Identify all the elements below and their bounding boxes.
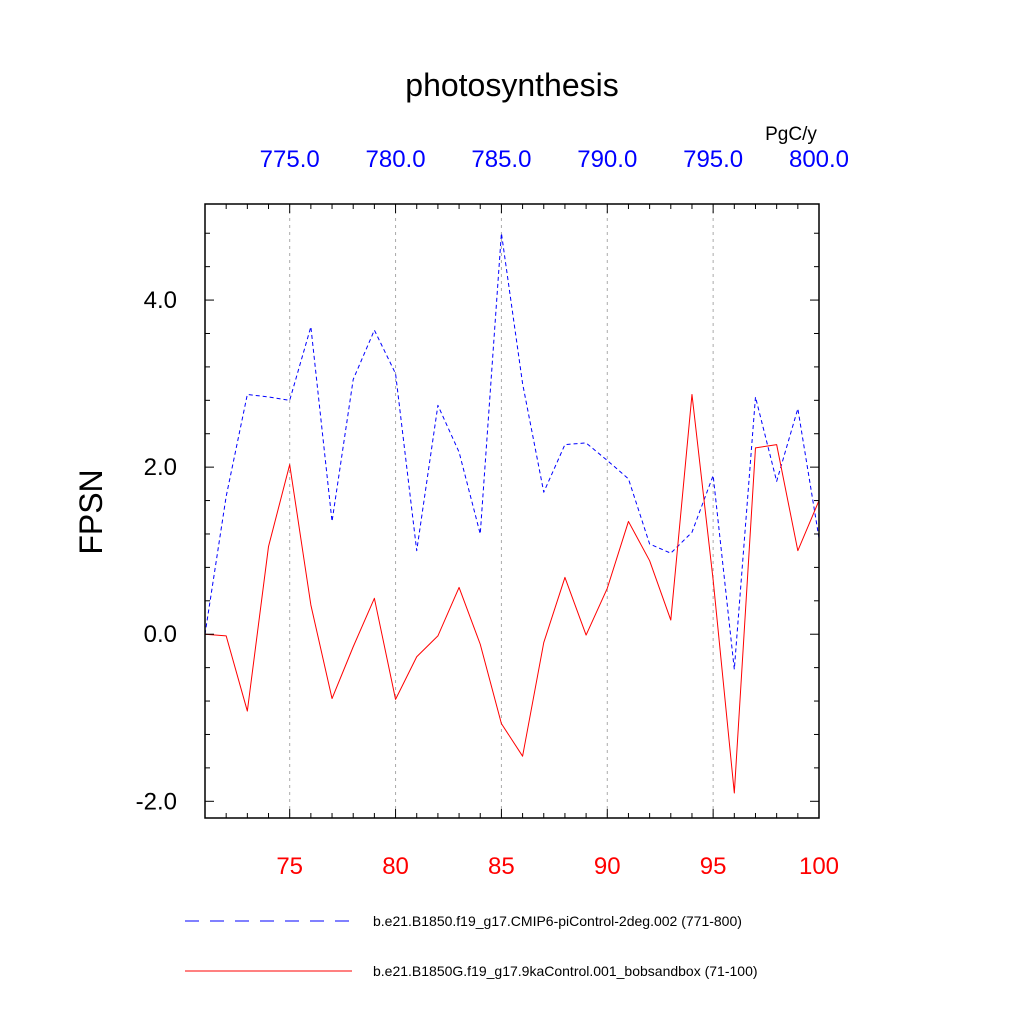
- x-top-tick-label: 795.0: [683, 146, 743, 173]
- legend-label-red: b.e21.B1850G.f19_g17.9kaControl.001_bobs…: [373, 963, 758, 979]
- x-bottom-tick-label: 80: [382, 853, 409, 880]
- x-bottom-tick-label: 90: [594, 853, 621, 880]
- x-top-tick-label: 790.0: [577, 146, 637, 173]
- y-tick-label: -2.0: [136, 788, 177, 815]
- legend-label-blue: b.e21.B1850.f19_g17.CMIP6-piControl-2deg…: [373, 913, 742, 929]
- x-top-tick-label: 775.0: [260, 146, 320, 173]
- units-label: PgC/y: [765, 124, 817, 145]
- grid-layer: [289, 204, 714, 818]
- x-bottom-tick-label: 75: [276, 853, 303, 880]
- y-axis-label: FPSN: [73, 469, 109, 554]
- chart-title: photosynthesis: [405, 67, 618, 103]
- x-top-tick-label: 785.0: [471, 146, 531, 173]
- axis-layer: -2.0 0.0 2.0 4.0 75 80 85 90 95 100 775.0 780.0 785.…: [136, 146, 849, 880]
- y-tick-label: 0.0: [144, 621, 177, 648]
- series-layer: [204, 232, 820, 794]
- x-bottom-tick-label: 85: [488, 853, 515, 880]
- x-top-tick-label: 800.0: [789, 146, 849, 173]
- y-tick-label: 2.0: [144, 454, 177, 481]
- x-bottom-tick-label: 100: [799, 853, 839, 880]
- legend: b.e21.B1850.f19_g17.CMIP6-piControl-2deg…: [185, 913, 758, 979]
- x-bottom-tick-label: 95: [700, 853, 727, 880]
- series-line-red-solid: [204, 393, 820, 794]
- series-line-blue-dashed: [204, 232, 820, 670]
- plot-frame: [204, 203, 820, 819]
- y-tick-label: 4.0: [144, 287, 177, 314]
- x-top-tick-label: 780.0: [366, 146, 426, 173]
